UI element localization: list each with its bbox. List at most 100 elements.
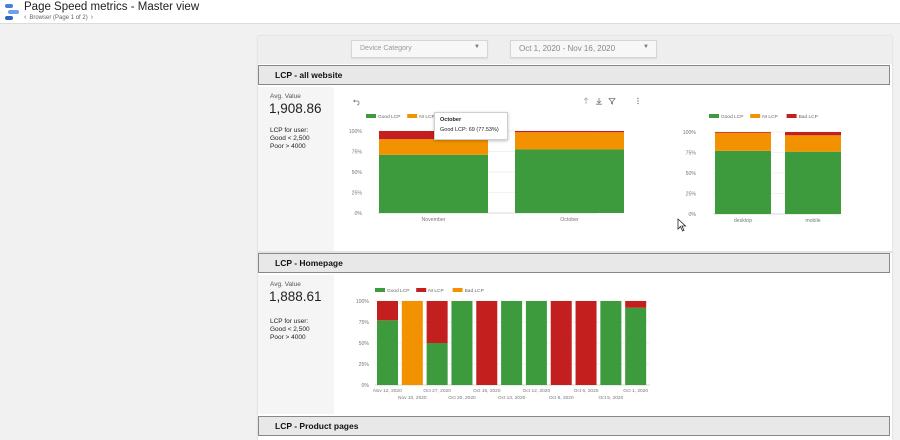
scorecard-value: 1,908.86: [269, 101, 322, 116]
scorecard-label: Avg. Value: [270, 281, 301, 288]
bar-segment: [379, 131, 488, 140]
bar-segment: [715, 150, 771, 214]
legend-swatch: [416, 288, 427, 292]
avg-value-scorecard-all-website[interactable]: Avg. Value 1,908.86 LCP for user: Good <…: [258, 87, 334, 251]
x-tick-label: mobile: [805, 218, 820, 224]
device-category-filter[interactable]: Device Category ▼: [351, 40, 488, 58]
bar-segment: [379, 139, 488, 155]
x-tick-label: Oct 1, 2020: [623, 388, 648, 394]
report-title[interactable]: Page Speed metrics - Master view: [24, 1, 200, 13]
y-tick-label: 25%: [352, 191, 363, 197]
bar-segment: [515, 149, 624, 213]
y-tick-label: 25%: [686, 192, 697, 198]
x-tick-label: desktop: [734, 218, 752, 224]
bar-segment: [377, 320, 398, 385]
x-tick-label: Oct 5, 2020: [598, 395, 623, 401]
lcp-thresholds-note: LCP for user: Good < 2,500 Poor > 4000: [270, 318, 310, 342]
mouse-cursor-icon: [677, 218, 687, 232]
sort-up-icon[interactable]: [582, 97, 590, 105]
y-tick-label: 100%: [356, 299, 370, 305]
bar-segment: [785, 151, 841, 214]
bar-segment: [451, 301, 473, 385]
legend-swatch: [375, 288, 385, 292]
date-range-picker[interactable]: Oct 1, 2020 - Nov 16, 2020 ▼: [510, 40, 657, 58]
legend-swatch: [750, 114, 761, 118]
device-category-label: Device Category: [360, 45, 412, 52]
note-line: Good < 2,500: [270, 135, 310, 142]
x-tick-label: Nov 12, 2020: [373, 388, 402, 394]
legend-swatch: [786, 114, 797, 118]
avg-value-scorecard-homepage[interactable]: Avg. Value 1,888.61 LCP for user: Good <…: [258, 275, 334, 414]
legend-label: Good LCP: [721, 114, 743, 120]
bar-segment: [600, 301, 622, 385]
x-tick-label: Oct 12, 2020: [523, 388, 551, 394]
x-tick-label: Oct 13, 2020: [498, 395, 526, 401]
chevron-down-icon: ▼: [643, 44, 649, 50]
charts-layer: 0% 25% 50% 75% 100% Good LCP NI LCP Bad LCP Nove…: [349, 114, 841, 401]
bar-segment: [785, 135, 841, 152]
data-studio-logo-icon[interactable]: [5, 4, 19, 20]
y-tick-label: 50%: [352, 170, 363, 176]
legend-swatch: [709, 114, 719, 118]
legend-label: Bad LCP: [799, 114, 818, 120]
lcp-thresholds-note: LCP for user: Good < 2,500 Poor > 4000: [270, 127, 310, 151]
bar-segment: [625, 307, 647, 385]
legend-label: NI LCP: [428, 288, 443, 294]
bar-segment: [715, 132, 771, 151]
legend-label: Good LCP: [387, 288, 409, 294]
report-canvas: Device Category ▼ Oct 1, 2020 - Nov 16, …: [258, 36, 892, 440]
y-tick-label: 100%: [683, 130, 697, 136]
scorecard-value: 1,888.61: [269, 289, 322, 304]
y-tick-label: 0%: [355, 211, 363, 217]
legend-swatch: [407, 114, 418, 118]
page-indicator[interactable]: Browser (Page 1 of 2): [29, 14, 88, 21]
previous-page-icon[interactable]: ‹: [24, 14, 27, 21]
x-tick-label: Nov 10, 2020: [398, 395, 427, 401]
page-navigation: ‹ Browser (Page 1 of 2) ›: [24, 14, 93, 21]
next-page-icon[interactable]: ›: [90, 14, 94, 21]
legend-swatch: [366, 114, 376, 118]
download-icon[interactable]: [595, 97, 603, 105]
legend-label: Bad LCP: [465, 288, 484, 294]
x-tick-label: Oct 9, 2020: [549, 395, 574, 401]
x-tick-label: Oct 27, 2020: [423, 388, 451, 394]
bar-segment: [525, 301, 547, 385]
more-options-icon[interactable]: [634, 97, 642, 105]
bar-segment: [476, 301, 498, 385]
y-tick-label: 50%: [686, 171, 697, 177]
y-tick-label: 25%: [359, 362, 370, 368]
x-tick-label: Oct 20, 2020: [448, 395, 476, 401]
chart-tooltip: October Good LCP: 69 (77.53%): [434, 112, 508, 140]
bar-segment: [785, 132, 841, 136]
legend-swatch: [452, 288, 463, 292]
undo-icon[interactable]: [352, 98, 360, 106]
bar-segment: [575, 301, 597, 385]
tooltip-title: October: [440, 117, 462, 123]
note-line: Good < 2,500: [270, 326, 310, 333]
note-line: LCP for user:: [270, 127, 309, 134]
section-title-homepage: LCP - Homepage: [258, 253, 890, 273]
y-tick-label: 50%: [359, 341, 370, 347]
bar-segment: [501, 301, 523, 385]
y-tick-label: 75%: [359, 320, 370, 326]
bar-segment: [550, 301, 572, 385]
section-title-product-pages: LCP - Product pages: [258, 416, 890, 436]
x-tick-label: Oct 6, 2020: [574, 388, 599, 394]
filter-bar: Device Category ▼ Oct 1, 2020 - Nov 16, …: [258, 36, 892, 64]
bar-segment: [625, 301, 647, 308]
app-header: Page Speed metrics - Master view ‹ Brows…: [0, 0, 900, 24]
legend-label: NI LCP: [762, 114, 777, 120]
tooltip-body: Good LCP: 69 (77.53%): [440, 127, 499, 133]
note-line: Poor > 4000: [270, 143, 306, 150]
y-tick-label: 75%: [352, 150, 363, 156]
date-range-label: Oct 1, 2020 - Nov 16, 2020: [519, 44, 616, 53]
bar-segment: [401, 301, 423, 385]
y-tick-label: 0%: [362, 383, 370, 389]
legend-label: NI LCP: [419, 114, 434, 120]
section-divider: [258, 251, 892, 253]
filter-icon[interactable]: [608, 97, 616, 105]
legend-label: Good LCP: [378, 114, 400, 120]
note-line: Poor > 4000: [270, 334, 306, 341]
x-tick-label: October: [560, 217, 579, 223]
bar-segment: [515, 131, 624, 133]
